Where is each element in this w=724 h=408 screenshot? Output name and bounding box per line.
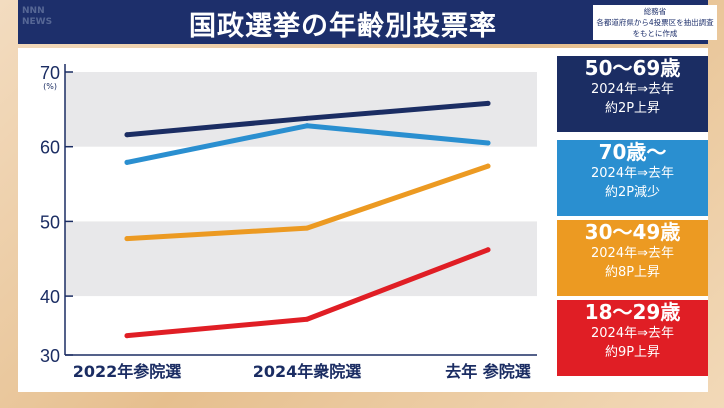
legend-70plus: 70歳〜 2024年⇒去年 約2P減少 xyxy=(557,140,708,216)
legend-age: 18〜29歳 xyxy=(584,300,681,324)
data-point xyxy=(304,115,310,121)
data-point xyxy=(124,236,130,242)
legend-age: 50〜69歳 xyxy=(584,56,681,80)
data-point xyxy=(124,159,130,165)
y-tick-label: 40 xyxy=(40,287,60,307)
y-tick-label: 50 xyxy=(40,212,60,232)
legend-age: 70歳〜 xyxy=(598,140,667,164)
legend-period: 2024年⇒去年 xyxy=(591,82,674,97)
data-point xyxy=(124,132,130,138)
legend-period: 2024年⇒去年 xyxy=(591,166,674,181)
x-tick-label: 2022年参院選 xyxy=(73,362,182,381)
data-point xyxy=(304,123,310,129)
legend-change: 約2P減少 xyxy=(604,185,661,200)
data-point xyxy=(304,316,310,322)
x-tick-label: 2024年衆院選 xyxy=(253,362,362,381)
data-point xyxy=(304,225,310,231)
source-line: 総務省 xyxy=(643,7,667,16)
legend-period: 2024年⇒去年 xyxy=(591,246,674,261)
data-point xyxy=(485,163,491,169)
legend-change: 約9P上昇 xyxy=(604,345,661,360)
x-tick-label: 去年 参院選 xyxy=(445,362,531,381)
y-tick-label: 30 xyxy=(40,346,60,366)
source-line: をもとに作成 xyxy=(632,29,678,38)
data-point xyxy=(485,100,491,106)
legend-age: 30〜49歳 xyxy=(584,220,681,244)
y-unit-label: (%) xyxy=(43,82,57,91)
news-logo: NNN NEWS xyxy=(22,6,53,27)
data-point xyxy=(124,333,130,339)
legend-period: 2024年⇒去年 xyxy=(591,326,674,341)
header-bar: NNN NEWS 国政選挙の年齢別投票率 総務省 各都道府県から4投票区を抽出調査… xyxy=(18,0,717,44)
legend-30-49: 30〜49歳 2024年⇒去年 約8P上昇 xyxy=(557,220,708,296)
y-tick-label: 70 xyxy=(40,63,60,83)
data-point xyxy=(485,247,491,253)
data-point xyxy=(485,140,491,146)
source-note: 総務省 各都道府県から4投票区を抽出調査 をもとに作成 xyxy=(593,5,717,40)
legend-change: 約2P上昇 xyxy=(604,101,661,116)
source-line: 各都道府県から4投票区を抽出調査 xyxy=(596,18,714,27)
legend-change: 約8P上昇 xyxy=(604,265,661,280)
legend-50-69: 50〜69歳 2024年⇒去年 約2P上昇 xyxy=(557,56,708,132)
legend-18-29: 18〜29歳 2024年⇒去年 約9P上昇 xyxy=(557,300,708,376)
page-title: 国政選挙の年齢別投票率 xyxy=(189,11,497,42)
y-tick-label: 60 xyxy=(40,138,60,158)
